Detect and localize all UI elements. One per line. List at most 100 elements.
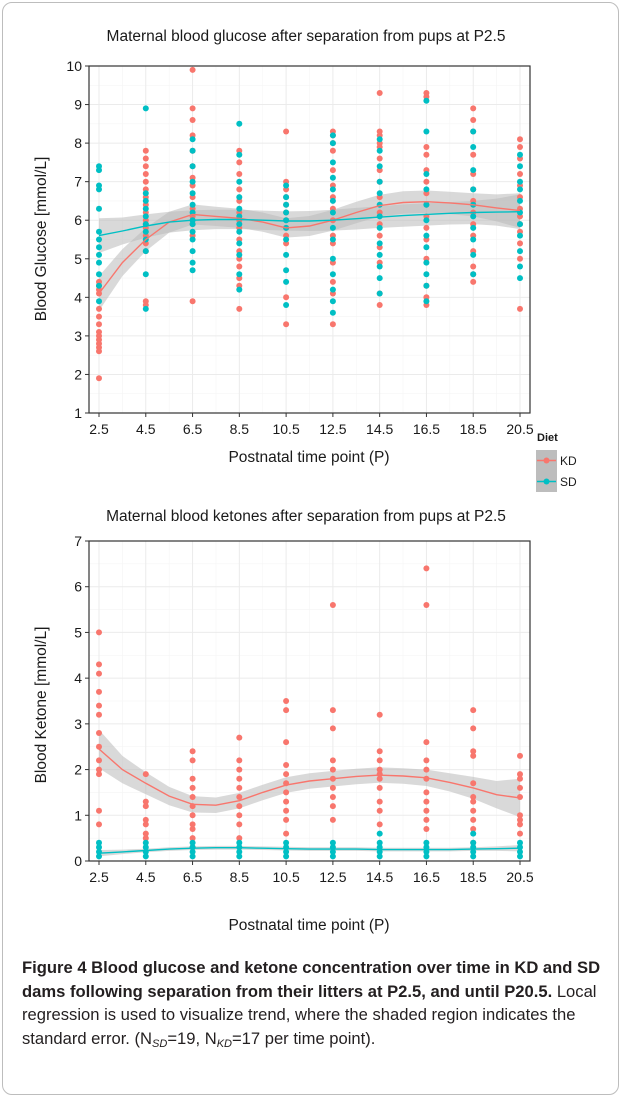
ketone-kd-point — [423, 757, 430, 764]
ketone-kd-se-ribbon — [99, 729, 520, 818]
ketone-kd-point — [517, 775, 523, 782]
ketone-kd-point — [142, 830, 149, 837]
glucose-sd-point — [236, 251, 243, 258]
ketone-kd-point — [423, 602, 430, 608]
glucose-kd-point — [517, 171, 523, 177]
caption-body-3: =17 per time point). — [231, 1028, 376, 1048]
glucose-sd-point — [517, 163, 523, 170]
ketone-y-tick-label: 4 — [74, 670, 82, 686]
ketone-sd-point — [376, 844, 383, 851]
glucose-sd-point — [470, 251, 477, 258]
ketone-x-tick-label: 16.5 — [413, 869, 440, 885]
glucose-sd-point — [329, 159, 336, 166]
legend-label-sd: SD — [560, 475, 577, 489]
ketone-sd-point — [329, 853, 336, 860]
glucose-sd-point — [236, 205, 243, 212]
ketone-kd-point — [189, 757, 196, 764]
glucose-kd-point — [423, 90, 430, 96]
glucose-sd-point — [470, 186, 477, 193]
glucose-sd-point — [329, 174, 336, 181]
glucose-sd-point — [376, 147, 383, 154]
glucose-kd-point — [142, 178, 149, 185]
ketone-kd-point — [96, 688, 102, 695]
ketone-kd-point — [236, 803, 243, 810]
ketone-sd-point — [329, 848, 336, 855]
ketone-kd-point — [423, 807, 430, 814]
ketone-sd-point — [423, 839, 430, 846]
glucose-sd-point — [96, 205, 102, 212]
glucose-sd-point — [376, 275, 383, 282]
ketone-x-tick-label: 2.5 — [89, 869, 109, 885]
figure-caption: Figure 4 Blood glucose and ketone concen… — [22, 956, 607, 1050]
glucose-kd-point — [189, 298, 196, 305]
ketone-sd-point — [189, 839, 196, 846]
ketone-kd-point — [236, 784, 243, 791]
ketone-kd-point — [236, 734, 243, 741]
glucose-sd-point — [189, 267, 196, 274]
glucose-y-tick-label: 1 — [74, 405, 82, 421]
legend-label-kd: KD — [560, 454, 577, 468]
ketone-kd-point — [517, 812, 523, 819]
ketone-kd-point — [329, 602, 336, 608]
ketone-kd-point — [283, 830, 290, 837]
ketone-sd-point — [517, 848, 523, 855]
glucose-kd-point — [236, 305, 243, 312]
ketone-sd-point — [470, 848, 477, 855]
ketone-kd-point — [236, 775, 243, 782]
ketone-kd-point — [283, 698, 290, 704]
glucose-sd-point — [376, 224, 383, 231]
ketone-kd-point — [236, 794, 243, 800]
ketone-kd-point — [236, 757, 243, 764]
glucose-kd-point — [470, 105, 477, 112]
ketone-kd-point — [189, 826, 196, 832]
glucose-sd-point — [189, 178, 196, 185]
ketone-kd-point — [96, 766, 102, 773]
ketone-kd-point — [96, 702, 102, 709]
ketone-x-tick-label: 4.5 — [136, 869, 156, 885]
ketone-kd-point — [329, 816, 336, 823]
ketone-y-tick-label: 5 — [74, 624, 82, 640]
glucose-sd-point — [423, 97, 430, 104]
ketone-sd-point — [142, 853, 149, 860]
glucose-kd-point — [96, 305, 102, 312]
ketone-kd-point — [517, 816, 523, 823]
glucose-x-tick-label: 2.5 — [89, 421, 109, 437]
glucose-x-tick-label: 14.5 — [366, 421, 393, 437]
ketone-kd-point — [142, 821, 149, 828]
ketone-kd-point — [376, 775, 383, 782]
glucose-sd-point — [283, 209, 290, 216]
glucose-sd-point — [376, 136, 383, 143]
glucose-y-tick-label: 3 — [74, 328, 82, 344]
glucose-sd-point — [189, 228, 196, 235]
ketone-sd-point — [283, 839, 290, 846]
ketone-kd-point — [376, 766, 383, 773]
glucose-sd-point — [517, 186, 523, 193]
glucose-sd-point — [329, 286, 336, 293]
ketone-kd-point — [470, 826, 477, 832]
ketone-kd-point — [96, 821, 102, 828]
ketone-x-tick-label: 20.5 — [506, 869, 533, 885]
glucose-sd-point — [329, 186, 336, 193]
glucose-sd-point — [142, 213, 149, 220]
glucose-x-tick-label: 12.5 — [319, 421, 346, 437]
glucose-kd-point — [376, 128, 383, 135]
ketone-kd-point — [236, 812, 243, 819]
glucose-sd-point — [517, 178, 523, 185]
glucose-sd-point — [423, 282, 430, 289]
glucose-sd-point — [283, 201, 290, 208]
glucose-sd-point — [142, 197, 149, 204]
glucose-sd-point — [96, 282, 102, 289]
ketone-sd-point — [423, 853, 430, 860]
glucose-chart: Maternal blood glucose after separation … — [33, 28, 534, 466]
glucose-sd-point — [329, 140, 336, 147]
glucose-sd-point — [236, 178, 243, 185]
ketone-kd-point — [376, 807, 383, 814]
glucose-kd-point — [376, 232, 383, 239]
glucose-sd-point — [96, 228, 102, 235]
glucose-sd-point — [517, 197, 523, 204]
glucose-kd-point — [470, 263, 477, 270]
ketone-sd-point — [96, 853, 102, 860]
ketone-sd-point — [423, 848, 430, 855]
glucose-sd-point — [470, 236, 477, 243]
ketone-kd-point — [376, 711, 383, 718]
